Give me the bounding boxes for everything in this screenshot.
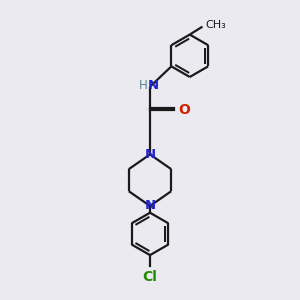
Text: O: O [178, 103, 190, 117]
Text: N: N [147, 79, 158, 92]
Text: N: N [144, 148, 156, 161]
Text: N: N [144, 200, 156, 212]
Text: CH₃: CH₃ [205, 20, 226, 30]
Text: Cl: Cl [142, 270, 158, 284]
Text: H: H [139, 79, 148, 92]
